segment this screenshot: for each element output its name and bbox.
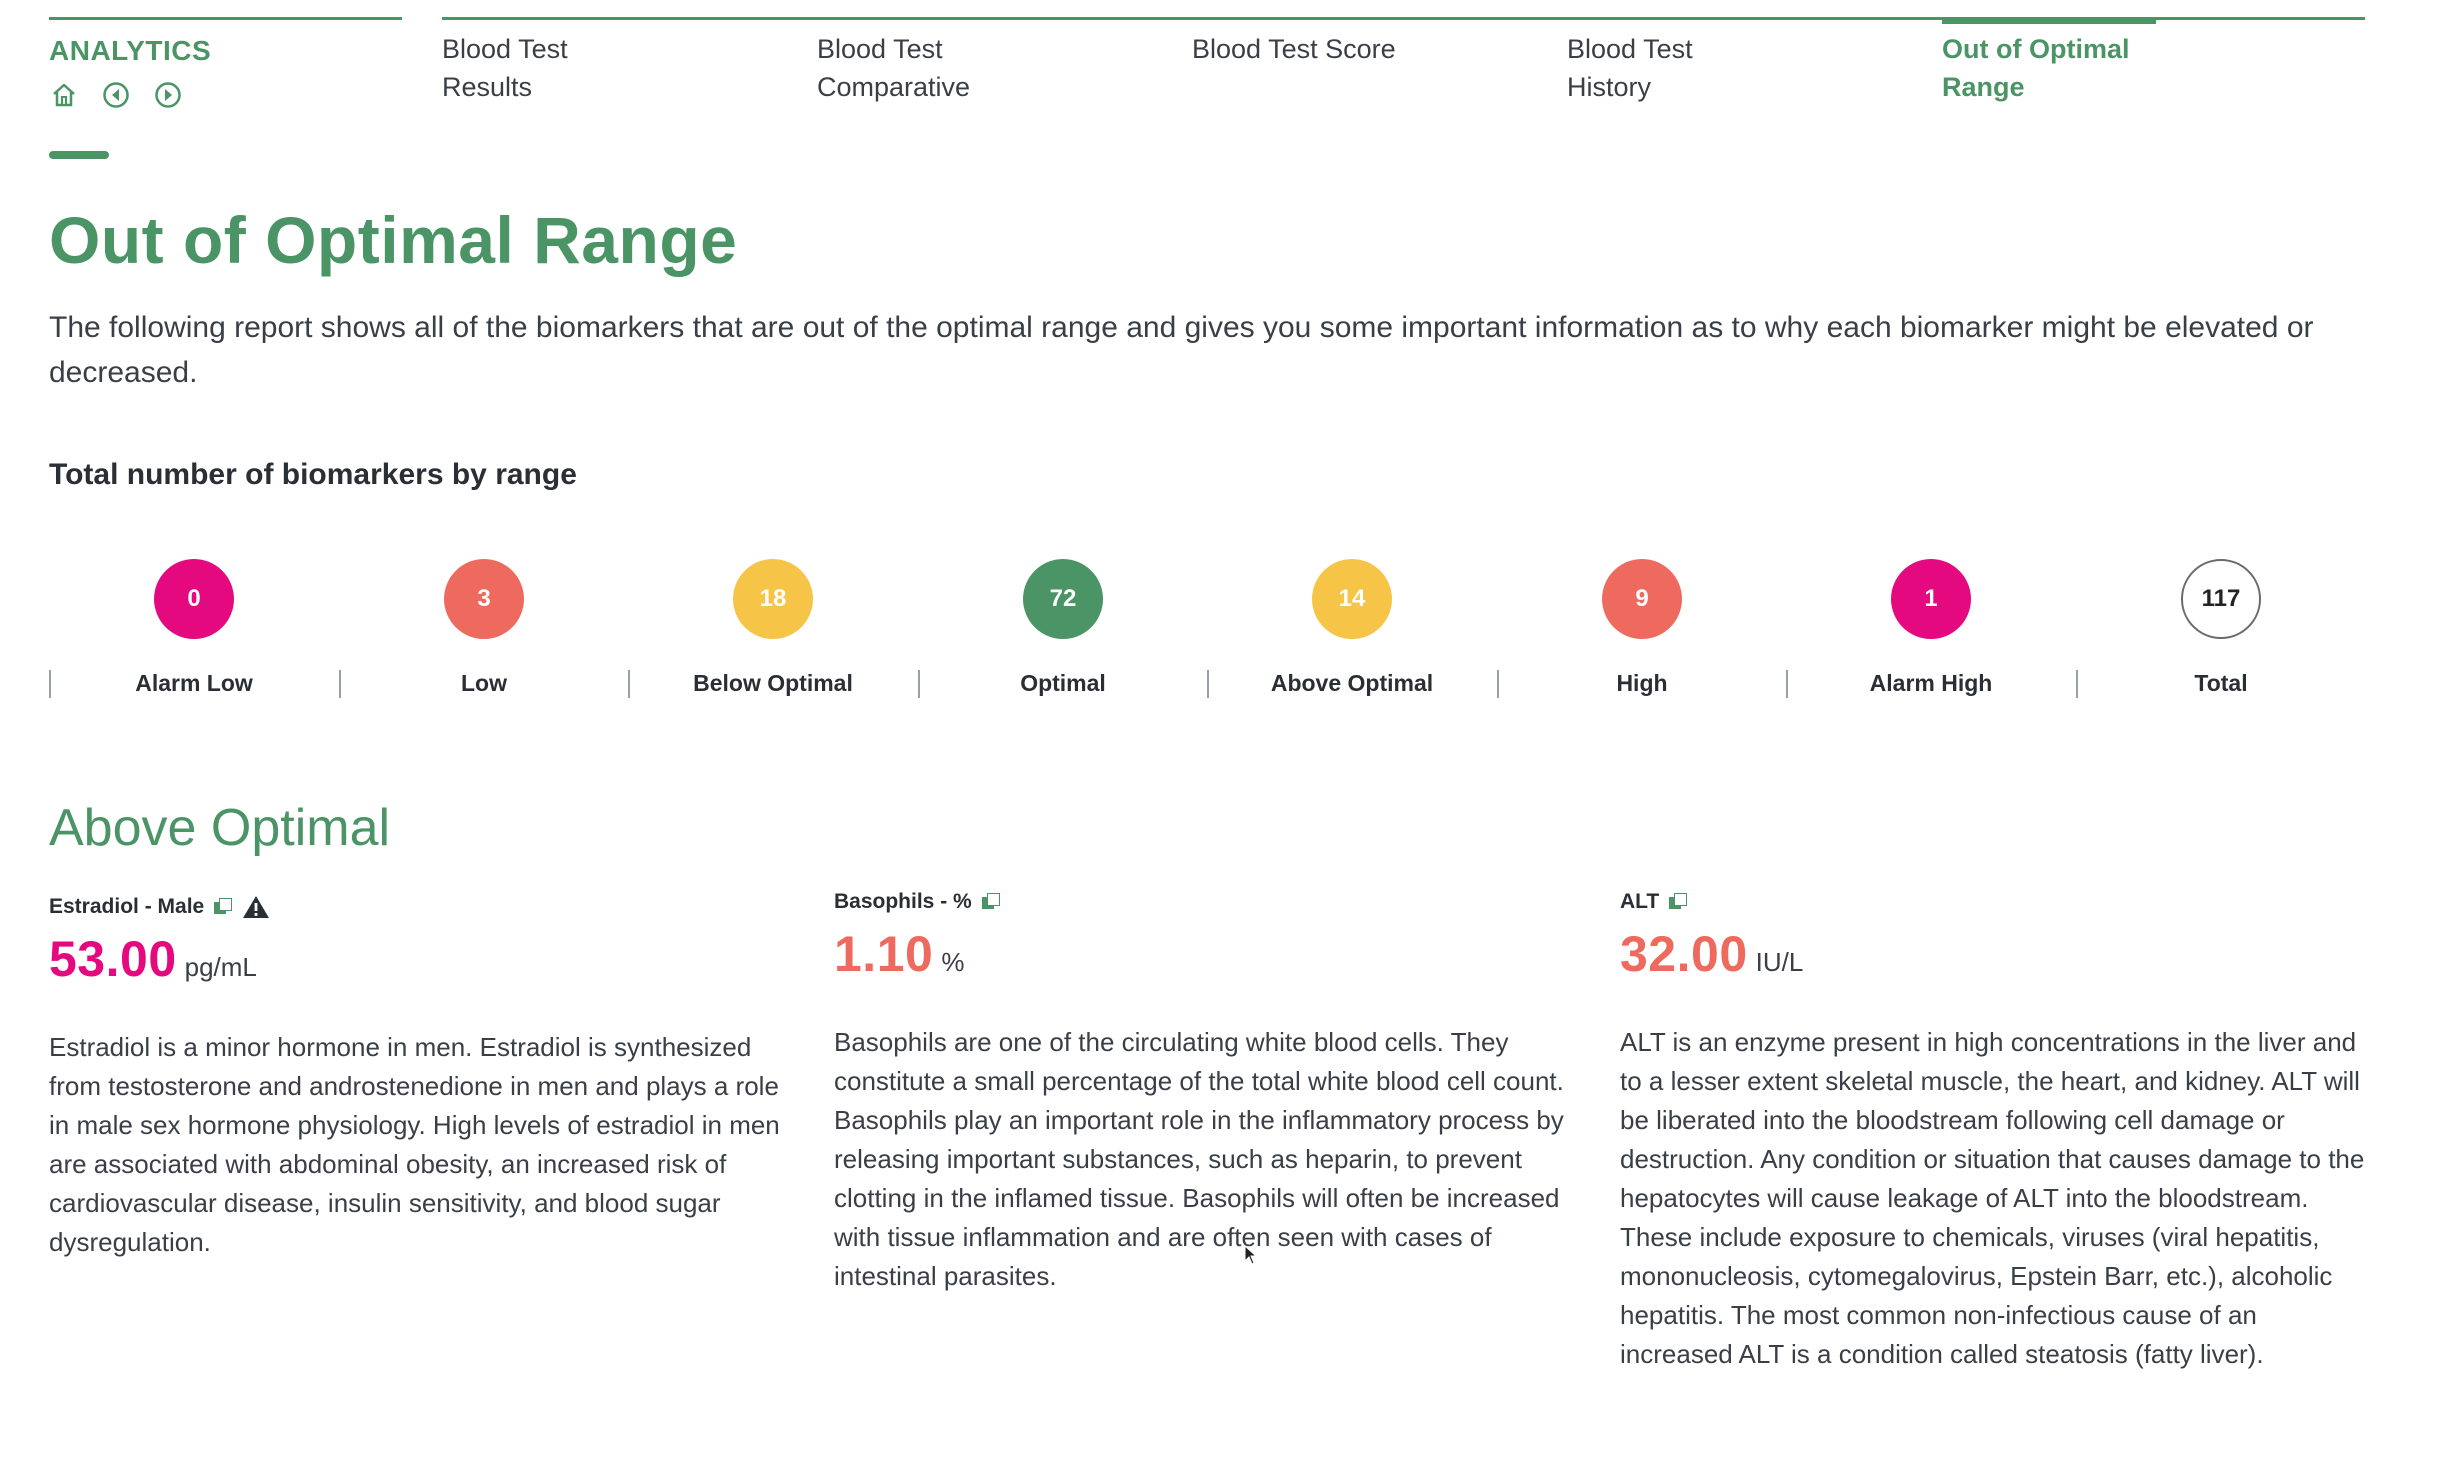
biomarker-header: Basophils - % — [834, 887, 1579, 917]
biomarker-unit: % — [941, 947, 965, 977]
tab-label-line2: History — [1567, 72, 1652, 102]
range-separator — [1497, 670, 1499, 698]
range-count-badge: 72 — [1023, 559, 1103, 639]
nav-icon-group — [49, 80, 183, 110]
range-count-badge: 14 — [1312, 559, 1392, 639]
biomarker-description: ALT is an enzyme present in high concent… — [1620, 1027, 2365, 1369]
home-icon[interactable] — [49, 80, 79, 110]
page-description: The following report shows all of the bi… — [49, 311, 2314, 389]
biomarker-value-row: 53.00 pg/mL — [49, 930, 794, 988]
biomarker-unit: pg/mL — [184, 952, 257, 982]
range-count-badge: 0 — [154, 559, 234, 639]
tab-blood-test-comparative[interactable]: Blood Test Comparative — [817, 30, 1117, 106]
range-separator — [339, 670, 341, 698]
tab-label-line2: Comparative — [817, 72, 971, 102]
range-count-badge: 3 — [444, 559, 524, 639]
range-label: High — [1616, 670, 1668, 696]
range-separator — [628, 670, 630, 698]
tab-blood-test-history[interactable]: Blood Test History — [1567, 30, 1867, 106]
range-count-badge: 1 — [1891, 559, 1971, 639]
biomarker-card-basophils: Basophils - % 1.10 % Basophils are one o… — [834, 887, 1579, 1296]
analytics-title: ANALYTICS — [49, 35, 212, 66]
warning-icon[interactable] — [242, 894, 270, 920]
biomarker-value: 32.00 — [1620, 926, 1748, 982]
range-separator — [1786, 670, 1788, 698]
range-label: Total — [2194, 670, 2248, 696]
biomarker-value-row: 1.10 % — [834, 925, 1579, 983]
active-tab-indicator — [1942, 17, 2156, 24]
range-label: Alarm High — [1869, 670, 1993, 696]
range-optimal: 72 Optimal — [918, 557, 1208, 707]
biomarker-name: ALT — [1620, 890, 1660, 913]
section-title: Above Optimal — [49, 799, 391, 857]
biomarker-name: Basophils - % — [834, 890, 972, 913]
analytics-nav: ANALYTICS — [49, 17, 402, 110]
range-high: 9 High — [1497, 557, 1787, 707]
copy-icon[interactable] — [981, 893, 1000, 911]
tabs-divider — [442, 17, 2365, 20]
tab-label-line1: Out of Optimal — [1942, 34, 2130, 64]
tab-blood-test-score[interactable]: Blood Test Score — [1192, 30, 1492, 68]
biomarker-card-alt: ALT 32.00 IU/L ALT is an enzyme present … — [1620, 887, 2365, 1374]
biomarker-unit: IU/L — [1755, 947, 1804, 977]
range-separator — [49, 670, 51, 698]
tab-label-line2: Results — [442, 72, 533, 102]
range-total: 117 Total — [2076, 557, 2366, 707]
range-alarm-high: 1 Alarm High — [1786, 557, 2076, 707]
tab-label-line1: Blood Test — [817, 34, 943, 64]
range-label: Alarm Low — [135, 670, 253, 696]
range-label: Below Optimal — [693, 670, 853, 696]
range-count-badge: 9 — [1602, 559, 1682, 639]
range-separator — [2076, 670, 2078, 698]
tab-blood-test-results[interactable]: Blood Test Results — [442, 30, 742, 106]
tab-out-of-optimal-range[interactable]: Out of Optimal Range — [1942, 30, 2242, 106]
biomarker-value-row: 32.00 IU/L — [1620, 925, 2365, 983]
range-below-optimal: 18 Below Optimal — [628, 557, 918, 707]
range-alarm-low: 0 Alarm Low — [49, 557, 339, 707]
mouse-cursor-icon — [1244, 1244, 1258, 1270]
biomarker-value: 53.00 — [49, 931, 177, 987]
range-separator — [918, 670, 920, 698]
range-count-badge: 18 — [733, 559, 813, 639]
copy-icon[interactable] — [1669, 893, 1688, 911]
biomarker-name: Estradiol - Male — [49, 895, 205, 918]
back-icon[interactable] — [101, 80, 131, 110]
biomarker-description: Estradiol is a minor hormone in men. Est… — [49, 1032, 780, 1257]
tab-label-line1: Blood Test — [1567, 34, 1693, 64]
biomarker-header: ALT — [1620, 887, 2365, 917]
progress-pill — [49, 151, 109, 159]
range-separator — [1207, 670, 1209, 698]
biomarker-value: 1.10 — [834, 926, 934, 982]
biomarker-header: Estradiol - Male — [49, 892, 794, 922]
tab-label-line1: Blood Test — [442, 34, 568, 64]
range-label: Low — [461, 670, 507, 696]
range-above-optimal: 14 Above Optimal — [1207, 557, 1497, 707]
tab-label-line1: Blood Test Score — [1192, 34, 1396, 64]
tab-label-line2: Range — [1942, 72, 2025, 102]
range-label: Above Optimal — [1270, 670, 1434, 696]
range-label: Optimal — [1020, 670, 1106, 696]
biomarker-card-estradiol: Estradiol - Male 53.00 pg/mL Estradiol i… — [49, 892, 794, 1262]
ranges-heading: Total number of biomarkers by range — [49, 458, 577, 491]
page-title: Out of Optimal Range — [49, 203, 738, 277]
forward-icon[interactable] — [153, 80, 183, 110]
biomarker-description: Basophils are one of the circulating whi… — [834, 1027, 1564, 1291]
copy-icon[interactable] — [214, 898, 233, 916]
range-count-badge: 117 — [2181, 559, 2261, 639]
range-low: 3 Low — [339, 557, 629, 707]
